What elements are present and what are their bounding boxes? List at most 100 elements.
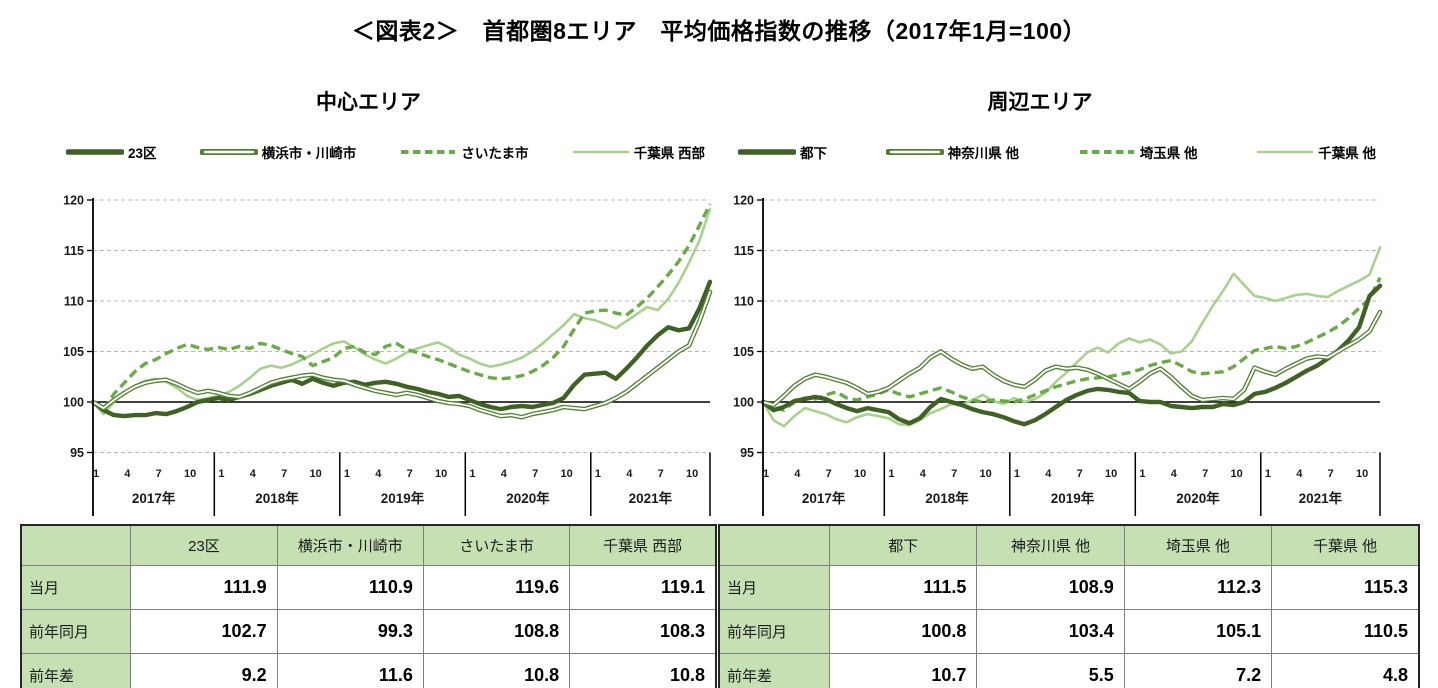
line-chart-surrounding-area: 95 100 105 110 115 120 1 4 7 10 1 4 7 10 1 4 7 10 1 4 7 10 1 4 7… [733, 194, 1383, 516]
row-label: 当月 [20, 565, 132, 610]
svg-text:100: 100 [733, 396, 754, 410]
page-title: ＜図表2＞ 首都圏8エリア 平均価格指数の推移（2017年1月=100） [351, 18, 1087, 44]
value-cell: 108.9 [976, 565, 1125, 610]
svg-text:10: 10 [184, 468, 196, 480]
svg-text:4: 4 [1045, 468, 1052, 480]
table-corner-cell [20, 524, 132, 566]
svg-text:1: 1 [1014, 468, 1020, 480]
legend-item: 都下 [738, 142, 827, 162]
svg-text:7: 7 [1202, 468, 1208, 480]
svg-text:10: 10 [854, 468, 866, 480]
svg-text:10: 10 [309, 468, 321, 480]
legend-item: さいたま市 [399, 142, 529, 162]
svg-text:2017年: 2017年 [802, 490, 846, 506]
svg-text:4: 4 [626, 468, 633, 480]
svg-text:10: 10 [1105, 468, 1117, 480]
value-cell: 102.7 [130, 609, 278, 654]
value-cell: 108.3 [569, 609, 717, 654]
legend-swatch-icon [885, 149, 944, 155]
legend-swatch-icon [199, 149, 258, 155]
svg-text:1: 1 [93, 468, 99, 480]
legend-item: 埼玉県 他 [1078, 142, 1198, 162]
svg-text:10: 10 [686, 468, 698, 480]
table-header-row: 都下 神奈川県 他埼玉県 他千葉県 他 [718, 524, 1420, 566]
svg-text:115: 115 [734, 244, 754, 258]
svg-text:10: 10 [435, 468, 447, 480]
svg-text:7: 7 [1077, 468, 1083, 480]
value-cell: 119.1 [569, 565, 717, 610]
legend-label: 神奈川県 他 [947, 146, 1019, 161]
svg-text:95: 95 [70, 446, 84, 460]
column-header: 横浜市・川崎市 [276, 524, 424, 566]
svg-text:2018年: 2018年 [255, 490, 299, 506]
row-label: 当月 [718, 565, 831, 610]
column-header: 神奈川県 他 [976, 524, 1125, 566]
value-cell: 111.9 [130, 565, 278, 610]
svg-text:1: 1 [763, 468, 769, 480]
svg-text:4: 4 [794, 468, 801, 480]
column-header: 都下 [829, 524, 978, 566]
svg-text:10: 10 [1356, 468, 1368, 480]
column-header: 23区 [130, 524, 278, 566]
svg-text:1: 1 [218, 468, 224, 480]
legend-item: 千葉県 他 [1256, 142, 1376, 162]
column-header: 千葉県 西部 [569, 524, 717, 566]
row-label: 前年差 [20, 653, 132, 688]
svg-text:120: 120 [63, 194, 84, 208]
legend-item: 神奈川県 他 [885, 142, 1019, 162]
svg-text:115: 115 [64, 244, 84, 258]
svg-text:7: 7 [407, 468, 413, 480]
svg-text:10: 10 [1230, 468, 1242, 480]
legend-swatch-icon [1256, 150, 1314, 154]
svg-text:2019年: 2019年 [381, 490, 425, 506]
legend-item: 23区 [66, 142, 157, 162]
column-header: 千葉県 他 [1271, 524, 1420, 566]
legend-item: 千葉県 西部 [572, 142, 705, 162]
value-cell: 7.2 [1123, 653, 1273, 688]
svg-text:1: 1 [344, 468, 350, 480]
value-cell: 100.8 [829, 609, 978, 654]
legend-swatch-icon [401, 150, 456, 154]
row-label: 前年差 [718, 653, 831, 688]
legend-item: 横浜市・川崎市 [199, 142, 357, 162]
svg-text:105: 105 [63, 345, 84, 359]
legend-label: 千葉県 他 [1318, 146, 1376, 161]
table-row: 前年差 9.2 11.6 10.8 10.8 [20, 653, 717, 688]
table-row: 前年同月 102.7 99.3 108.8 108.3 [20, 609, 717, 654]
svg-text:4: 4 [920, 468, 927, 480]
value-cell: 5.5 [976, 653, 1125, 688]
legend-swatch-icon [572, 150, 630, 154]
svg-text:100: 100 [63, 396, 84, 410]
table-header-row: 23区 横浜市・川崎市 さいたま市 千葉県 西部 [20, 524, 717, 566]
svg-text:2021年: 2021年 [1299, 490, 1343, 506]
legend-label: 横浜市・川崎市 [261, 146, 357, 161]
value-cell: 110.9 [276, 565, 424, 610]
svg-text:2020年: 2020年 [506, 490, 550, 506]
svg-text:7: 7 [826, 468, 832, 480]
svg-text:105: 105 [733, 345, 754, 359]
value-cell: 105.1 [1123, 609, 1273, 654]
line-chart-central-area: 95 100 105 110 115 120 1 4 7 10 1 4 7 10 1 4 7 10 1 4 7 10 1 4 7… [63, 194, 713, 516]
svg-text:4: 4 [250, 468, 257, 480]
svg-text:110: 110 [734, 295, 754, 309]
svg-text:110: 110 [64, 295, 84, 309]
svg-text:7: 7 [281, 468, 287, 480]
svg-text:4: 4 [1171, 468, 1178, 480]
svg-text:1: 1 [888, 468, 894, 480]
svg-text:10: 10 [979, 468, 991, 480]
svg-text:2021年: 2021年 [629, 490, 673, 506]
chart-title-surrounding-area: 周辺エリア [987, 91, 1093, 114]
table-row: 当月 111.5 108.9 112.3 115.3 [718, 565, 1420, 610]
svg-text:95: 95 [740, 446, 754, 460]
row-label: 前年同月 [718, 609, 831, 654]
value-cell: 103.4 [976, 609, 1125, 654]
legend-label: 千葉県 西部 [633, 146, 705, 161]
table-row: 当月 111.9 110.9 119.6 119.1 [20, 565, 717, 610]
svg-text:7: 7 [532, 468, 538, 480]
value-cell: 11.6 [276, 653, 424, 688]
svg-text:4: 4 [124, 468, 131, 480]
value-cell: 110.5 [1271, 609, 1420, 654]
svg-text:7: 7 [1328, 468, 1334, 480]
value-cell: 111.5 [829, 565, 978, 610]
svg-text:1: 1 [469, 468, 475, 480]
